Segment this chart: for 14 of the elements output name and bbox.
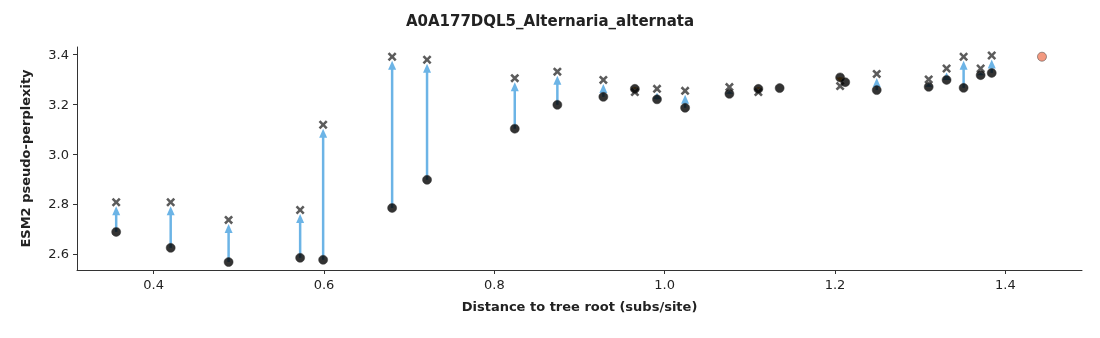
y-tick-label: 3.0 <box>48 146 69 162</box>
x-tick-label: 0.8 <box>483 277 505 292</box>
x-tick-label: 1.2 <box>824 277 846 292</box>
y-axis-title: ESM2 pseudo-perplexity <box>18 68 33 248</box>
x-axis-title: Distance to tree root (subs/site) <box>461 299 698 314</box>
x-tick-label: 1.0 <box>654 277 676 292</box>
y-tick-label: 3.2 <box>48 96 69 112</box>
y-tick-label: 2.6 <box>48 246 69 262</box>
x-tick-label: 0.6 <box>313 277 335 292</box>
x-tick-label: 1.4 <box>995 277 1016 292</box>
x-tick-label: 0.4 <box>143 277 164 292</box>
chart-title: A0A177DQL5_Alternaria_alternata <box>405 11 695 30</box>
y-tick-label: 3.4 <box>48 46 69 62</box>
y-tick-label: 2.8 <box>48 196 69 212</box>
